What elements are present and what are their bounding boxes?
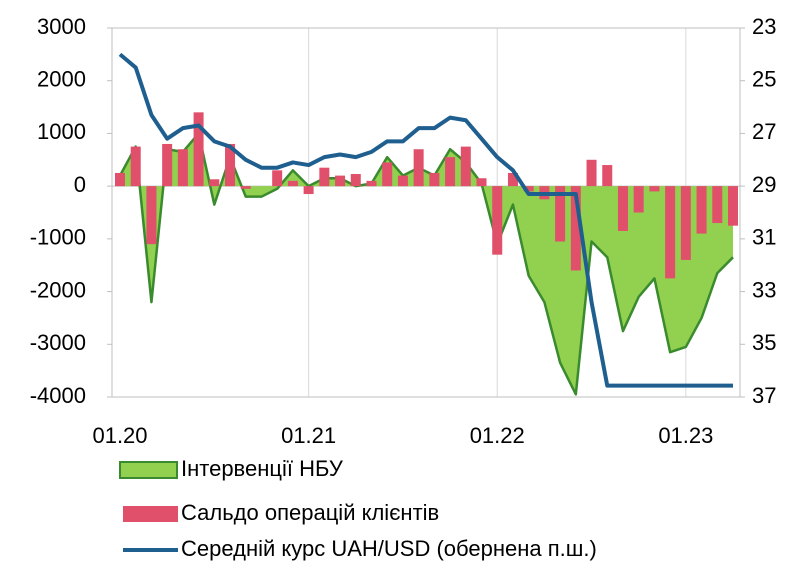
bar [617, 186, 628, 231]
legend-swatch [123, 506, 178, 522]
y-tick-label: -1000 [30, 225, 86, 250]
bar [712, 186, 723, 224]
bar [130, 146, 141, 187]
legend-label: Середній курс UAH/USD (обернена п.ш.) [181, 536, 597, 561]
y2-tick-label: 27 [752, 119, 776, 144]
y2-tick-label: 29 [752, 172, 776, 197]
plot [115, 52, 738, 396]
bar [413, 149, 424, 187]
bar [382, 162, 393, 187]
bar [665, 186, 676, 279]
bar [177, 149, 188, 187]
bar [728, 186, 738, 226]
bar [335, 175, 346, 187]
y2-tick-label: 35 [752, 330, 776, 355]
y-tick-label: 2000 [37, 67, 86, 92]
bar [523, 186, 534, 192]
bar [633, 186, 644, 213]
x-tick-label: 01.22 [470, 423, 525, 448]
bar [680, 186, 691, 260]
legend-swatch [119, 461, 178, 479]
y-tick-label: -4000 [30, 383, 86, 408]
bar [162, 143, 173, 187]
bar [507, 172, 518, 187]
bar [115, 172, 125, 187]
y-tick-label: -2000 [30, 277, 86, 302]
bar [350, 174, 361, 187]
bar [272, 170, 283, 187]
y-tick-label: -3000 [30, 330, 86, 355]
bar [460, 146, 471, 187]
bar [555, 186, 566, 242]
y2-tick-label: 33 [752, 277, 776, 302]
y2-tick-label: 31 [752, 225, 776, 250]
bar [445, 157, 456, 187]
bar [366, 180, 377, 187]
bar [476, 178, 487, 187]
bar [649, 186, 660, 192]
area-edge [118, 132, 734, 396]
line [118, 52, 733, 388]
axes: 3000 2000 1000 0 -1000 -2000 -3000 -4000 23 25 27 2… [30, 14, 777, 448]
legend-label: Сальдо операцій клієнтів [181, 500, 439, 525]
bar [303, 186, 314, 195]
bar [492, 186, 503, 255]
bar [209, 179, 220, 187]
bar [287, 180, 298, 187]
bar [429, 172, 440, 187]
x-tick-label: 01.20 [92, 423, 147, 448]
bar [586, 159, 597, 187]
bar [240, 186, 251, 189]
y-tick-label: 0 [74, 172, 86, 197]
bar [193, 112, 204, 187]
y2-tick-label: 37 [752, 383, 776, 408]
bar [319, 167, 330, 187]
bar [397, 175, 408, 187]
legend-label: Інтервенції НБУ [181, 456, 344, 481]
plot-frame [111, 27, 741, 398]
y-tick-label: 1000 [37, 119, 86, 144]
y-tick-label: 3000 [37, 14, 86, 39]
legend: Інтервенції НБУ Сальдо операцій клієнтів С… [119, 456, 597, 561]
bar [146, 186, 157, 245]
bar [225, 143, 236, 187]
x-tick-label: 01.21 [281, 423, 336, 448]
x-tick-label: 01.23 [658, 423, 713, 448]
bar [602, 165, 613, 187]
y2-tick-label: 23 [752, 14, 776, 39]
y2-tick-label: 25 [752, 67, 776, 92]
bar [570, 186, 581, 271]
bar [696, 186, 707, 234]
